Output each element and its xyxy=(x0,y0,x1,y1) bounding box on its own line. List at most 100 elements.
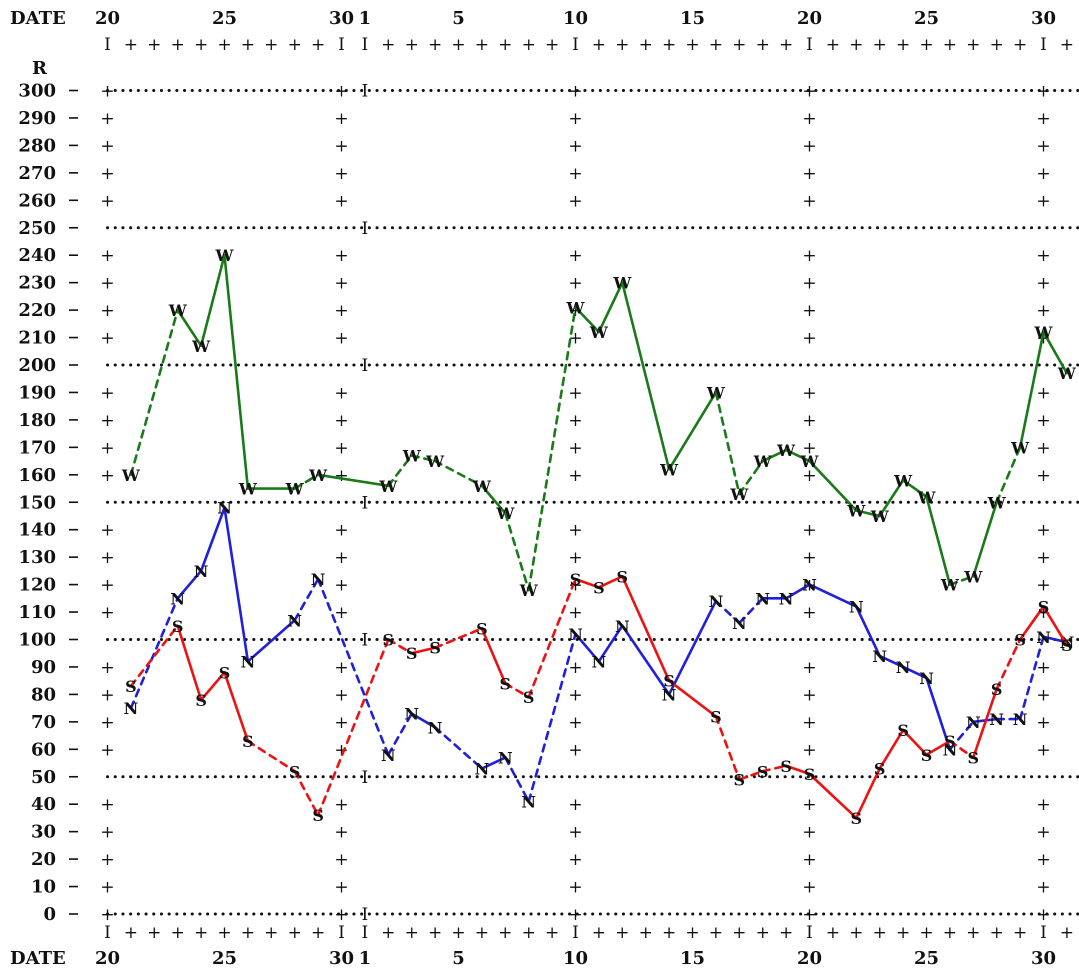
grid-plus: + xyxy=(1036,164,1050,184)
grid-plus: + xyxy=(802,685,816,705)
x-day-label: 20 xyxy=(797,948,822,969)
x-tick-plus: + xyxy=(451,35,465,55)
grid-plus: + xyxy=(568,878,582,898)
grid-plus: + xyxy=(334,191,348,211)
series-segment xyxy=(574,306,601,334)
x-tick-plus: + xyxy=(311,35,325,55)
series-segment xyxy=(620,281,671,471)
series-segment xyxy=(199,506,226,573)
data-point-W: W xyxy=(215,246,235,265)
grid-plus: + xyxy=(334,576,348,596)
grid-plus: + xyxy=(568,685,582,705)
grid-plus: + xyxy=(334,658,348,678)
y-tick-label: 140 xyxy=(18,520,56,541)
x-tick-plus: + xyxy=(615,923,629,943)
grid-plus: + xyxy=(334,301,348,321)
grid-plus: + xyxy=(100,246,114,266)
grid-plus: + xyxy=(568,823,582,843)
x-tick-plus: + xyxy=(241,923,255,943)
grid-plus: + xyxy=(802,905,816,925)
series-segment xyxy=(527,306,577,592)
grid-plus: + xyxy=(802,246,816,266)
x-day-label: 30 xyxy=(329,948,354,969)
data-point-N: N xyxy=(568,625,583,644)
data-point-W: W xyxy=(308,466,328,485)
grid-plus: + xyxy=(334,548,348,568)
x-tick-boundary: I xyxy=(806,35,813,55)
y-tick-label: 280 xyxy=(18,135,56,156)
series-segment xyxy=(925,739,952,757)
grid-plus: + xyxy=(802,109,816,129)
series-segment xyxy=(527,632,577,803)
data-point-N: N xyxy=(872,647,887,666)
data-point-S: S xyxy=(1038,598,1050,617)
series-segment xyxy=(784,764,811,776)
series-segment xyxy=(667,391,718,471)
grid-plus: + xyxy=(334,136,348,156)
grid-plus: + xyxy=(802,164,816,184)
series-segment xyxy=(761,448,788,463)
grid-plus: + xyxy=(802,658,816,678)
y-tick-label: 160 xyxy=(18,465,56,486)
x-day-label: 1 xyxy=(359,948,372,969)
x-day-label: 30 xyxy=(329,8,354,29)
data-point-N: N xyxy=(709,592,724,611)
series-segment xyxy=(714,391,741,496)
data-point-S: S xyxy=(921,746,933,765)
y-tick-label: 260 xyxy=(18,190,56,211)
x-day-label: 15 xyxy=(680,948,705,969)
y-tick-label: 190 xyxy=(18,382,56,403)
data-point-W: W xyxy=(893,471,913,490)
data-point-W: W xyxy=(870,507,890,526)
x-tick-boundary: I xyxy=(104,923,111,943)
y-tick-label: 230 xyxy=(18,273,56,294)
data-point-N: N xyxy=(755,589,770,608)
data-point-W: W xyxy=(589,323,609,342)
data-point-W: W xyxy=(378,477,398,496)
x-tick-plus: + xyxy=(381,923,395,943)
x-tick-plus: + xyxy=(685,923,699,943)
series-segment xyxy=(971,687,999,759)
y-tick-label: 70 xyxy=(31,712,56,733)
grid-plus: + xyxy=(802,823,816,843)
series-segment xyxy=(199,253,226,348)
y-tick-label: 30 xyxy=(31,822,56,843)
x-tick-plus: + xyxy=(288,35,302,55)
x-tick-plus: + xyxy=(849,923,863,943)
grid-plus: + xyxy=(1036,576,1050,596)
grid-plus: + xyxy=(1036,823,1050,843)
data-point-S: S xyxy=(734,770,746,789)
data-point-S: S xyxy=(406,644,418,663)
y-tick-label: 250 xyxy=(18,218,56,239)
data-point-S: S xyxy=(991,680,1003,699)
data-point-S: S xyxy=(312,806,324,825)
grid-plus: + xyxy=(1036,795,1050,815)
grid-plus: + xyxy=(334,109,348,129)
y-tick-label: 130 xyxy=(18,547,56,568)
y-tick-label: 110 xyxy=(18,602,56,623)
grid-plus: + xyxy=(802,329,816,349)
grid-plus: + xyxy=(100,713,114,733)
series-segment xyxy=(433,627,484,650)
series-segment xyxy=(433,459,484,488)
series-segment xyxy=(597,575,624,589)
grid-plus: + xyxy=(100,658,114,678)
grid-plus: + xyxy=(568,795,582,815)
top-date-label: DATE xyxy=(10,8,66,29)
x-tick-plus: + xyxy=(171,35,185,55)
x-tick-plus: + xyxy=(451,923,465,943)
grid-plus: + xyxy=(100,576,114,596)
data-point-N: N xyxy=(966,713,981,732)
y-tick-label: 100 xyxy=(18,630,56,651)
grid-plus: + xyxy=(1036,274,1050,294)
x-tick-plus: + xyxy=(662,35,676,55)
x-tick-plus: + xyxy=(288,923,302,943)
data-point-W: W xyxy=(1010,438,1030,457)
series-segment xyxy=(480,627,507,685)
x-tick-plus: + xyxy=(405,923,419,943)
series-segment xyxy=(223,671,250,743)
x-tick-plus: + xyxy=(966,35,980,55)
series-segment xyxy=(737,597,765,625)
grid-plus: + xyxy=(568,603,582,623)
x-tick-plus: + xyxy=(732,35,746,55)
